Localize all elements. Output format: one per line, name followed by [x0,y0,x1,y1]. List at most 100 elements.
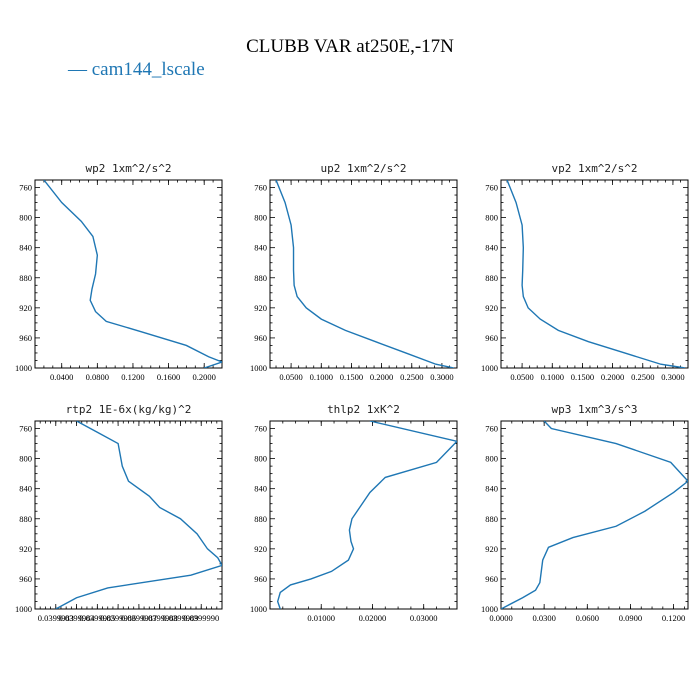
subplot-title: thlp2 1xK^2 [327,403,400,416]
subplot-6: wp3 1xm^3/s^3 760 800 840 880 920 960 10000.000… [481,403,689,623]
y-tick-label: 1000 [250,363,267,373]
y-tick-label: 800 [254,454,267,464]
subplot-frame [500,420,689,610]
y-tick-label: 880 [19,514,32,524]
x-tick-label: 0.0399983 [38,613,74,623]
subplot-frame [500,179,689,369]
y-tick-label: 920 [19,303,32,313]
subplot-title: wp2 1xm^2/s^2 [85,162,171,175]
y-tick-label: 840 [19,484,32,494]
x-tick-label: 0.3000 [430,372,453,382]
y-tick-label: 960 [485,574,498,584]
y-tick-label: 800 [19,454,32,464]
series-line [276,421,457,609]
subplot-1: wp2 1xm^2/s^2 760 800 840 880 920 960 1000 0.040… [15,162,223,382]
series-line [501,421,688,609]
subplot-frame [269,420,458,610]
x-tick-label: 0.0399988 [142,613,178,623]
x-tick-label: 0.01000 [307,613,335,623]
y-tick-label: 920 [485,303,498,313]
y-tick-label: 880 [485,273,498,283]
y-tick-label: 800 [485,213,498,223]
x-tick-label: 0.0399985 [79,613,115,623]
y-tick-label: 920 [485,544,498,554]
subplot-3: vp2 1xm^2/s^2 760 800 840 880 920 960 1000 0.050… [481,162,689,382]
x-tick-label: 0.0399990 [183,613,219,623]
y-tick-label: 960 [485,333,498,343]
x-tick-label: 0.2000 [601,372,624,382]
chart-main-title: CLUBB VAR at250E,-17N [246,36,454,57]
y-tick-label: 1000 [481,363,498,373]
subplot-4: rtp2 1E-6x(kg/kg)^2 760 800 840 880 920 960 100… [15,403,223,623]
subplot-5: thlp2 1xK^2 760 800 840 880 920 960 1000 0.01000… [250,403,458,623]
y-tick-label: 840 [485,484,498,494]
y-tick-label: 960 [19,333,32,343]
y-tick-label: 920 [19,544,32,554]
subplot-title: rtp2 1E-6x(kg/kg)^2 [66,403,192,416]
y-tick-label: 840 [19,243,32,253]
subplot-title: up2 1xm^2/s^2 [320,162,406,175]
series-line [55,421,222,609]
y-tick-label: 1000 [15,363,32,373]
x-tick-label: 0.2500 [631,372,654,382]
y-tick-label: 1000 [15,604,32,614]
x-tick-label: 0.1200 [121,372,144,382]
x-tick-label: 0.02000 [359,613,387,623]
y-tick-label: 760 [254,424,267,434]
legend: — cam144_lscale [68,59,205,81]
series-line [506,180,686,368]
x-tick-label: 0.0300 [532,613,555,623]
x-tick-label: 0.0000 [489,613,512,623]
series-line [43,180,222,368]
y-tick-label: 840 [485,243,498,253]
x-tick-label: 0.0600 [576,613,599,623]
x-tick-label: 0.0399989 [162,613,198,623]
y-tick-label: 960 [19,574,32,584]
x-tick-label: 0.2000 [193,372,216,382]
x-tick-label: 0.0500 [279,372,302,382]
x-tick-label: 0.0399984 [58,613,95,623]
y-tick-label: 760 [19,183,32,193]
x-tick-label: 0.0399986 [100,613,136,623]
x-tick-label: 0.1000 [310,372,333,382]
y-tick-label: 760 [19,424,32,434]
y-tick-label: 760 [485,183,498,193]
y-tick-label: 760 [254,183,267,193]
legend-swatch: — [68,59,87,80]
series-line [275,180,455,368]
y-tick-label: 880 [19,273,32,283]
x-tick-label: 0.2500 [400,372,423,382]
y-tick-label: 880 [254,273,267,283]
subplot-frame [269,179,458,369]
y-tick-label: 1000 [481,604,498,614]
y-tick-label: 920 [254,544,267,554]
y-tick-label: 760 [485,424,498,434]
subplot-title: vp2 1xm^2/s^2 [551,162,637,175]
x-tick-label: 0.03000 [410,613,438,623]
subplot-2: up2 1xm^2/s^2 760 800 840 880 920 960 1000 0.050… [250,162,458,382]
x-tick-label: 0.0400 [50,372,73,382]
x-tick-label: 0.1200 [662,613,685,623]
y-tick-label: 920 [254,303,267,313]
x-tick-label: 0.0900 [619,613,642,623]
y-tick-label: 960 [254,333,267,343]
x-tick-label: 0.1500 [571,372,594,382]
x-tick-label: 0.0399987 [121,613,157,623]
x-tick-label: 0.0800 [86,372,109,382]
y-tick-label: 800 [254,213,267,223]
subplot-title: wp3 1xm^3/s^3 [551,403,637,416]
y-tick-label: 800 [19,213,32,223]
subplot-frame [34,420,223,610]
y-tick-label: 960 [254,574,267,584]
x-tick-label: 0.3000 [661,372,684,382]
x-tick-label: 0.1500 [340,372,363,382]
x-tick-label: 0.1000 [541,372,564,382]
x-tick-label: 0.2000 [370,372,393,382]
subplot-frame [34,179,223,369]
y-tick-label: 840 [254,243,267,253]
y-tick-label: 880 [485,514,498,524]
y-tick-label: 1000 [250,604,267,614]
y-tick-label: 880 [254,514,267,524]
y-tick-label: 840 [254,484,267,494]
